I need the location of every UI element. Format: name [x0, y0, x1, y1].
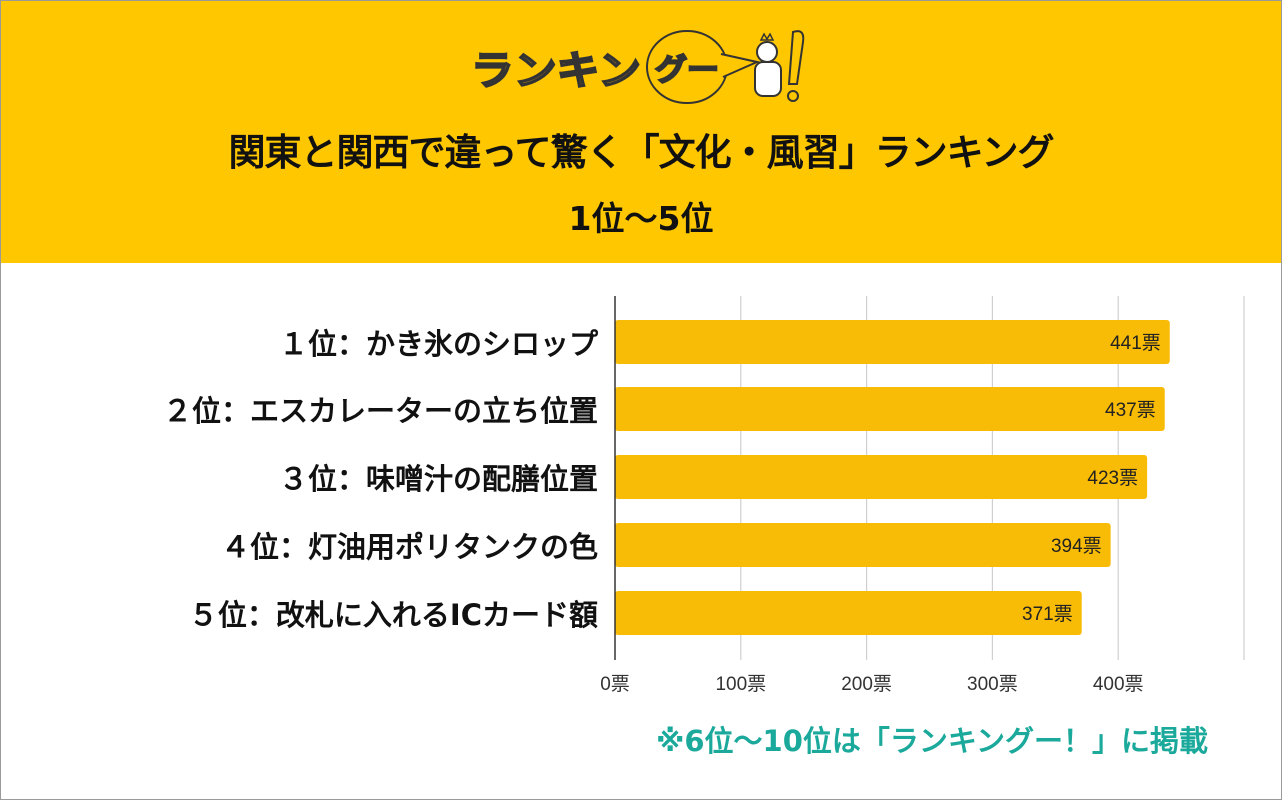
category-label: ４位：灯油用ポリタンクの色 [220, 530, 598, 564]
data-label: 371票 [1022, 604, 1073, 625]
x-tick-label: 100票 [715, 674, 766, 695]
data-label: 441票 [1110, 333, 1161, 354]
bar [615, 320, 1170, 364]
bar [615, 455, 1148, 499]
svg-text:ランキン: ランキン [471, 48, 641, 94]
bar [615, 387, 1165, 431]
chart-subtitle: 1位～5位 [568, 199, 714, 238]
category-label: ５位：改札に入れるICカード額 [188, 598, 598, 632]
bar [615, 523, 1111, 567]
data-label: 394票 [1051, 536, 1102, 557]
category-label: ３位：味噌汁の配膳位置 [278, 462, 598, 496]
rankingoo-logo: ランキン グー [470, 30, 805, 104]
chart-title: 関東と関西で違って驚く「文化・風習」ランキング [228, 131, 1054, 174]
footnote: ※6位～10位は「ランキングー！」に掲載 [656, 724, 1208, 758]
data-label: 437票 [1105, 400, 1156, 421]
x-tick-label: 400票 [1093, 674, 1144, 695]
svg-text:グー: グー [655, 53, 719, 88]
x-tick-label: 0票 [600, 674, 630, 695]
data-label: 423票 [1087, 468, 1138, 489]
header-banner: ランキン グー 関東と関西で違って驚く「文化・風習」ランキング 1位～5位 [0, 0, 1282, 263]
category-label: ２位：エスカレーターの立ち位置 [162, 394, 598, 428]
bar [615, 591, 1082, 635]
x-tick-label: 200票 [841, 674, 892, 695]
x-tick-label: 300票 [967, 674, 1018, 695]
category-label: １位：かき氷のシロップ [278, 327, 598, 361]
